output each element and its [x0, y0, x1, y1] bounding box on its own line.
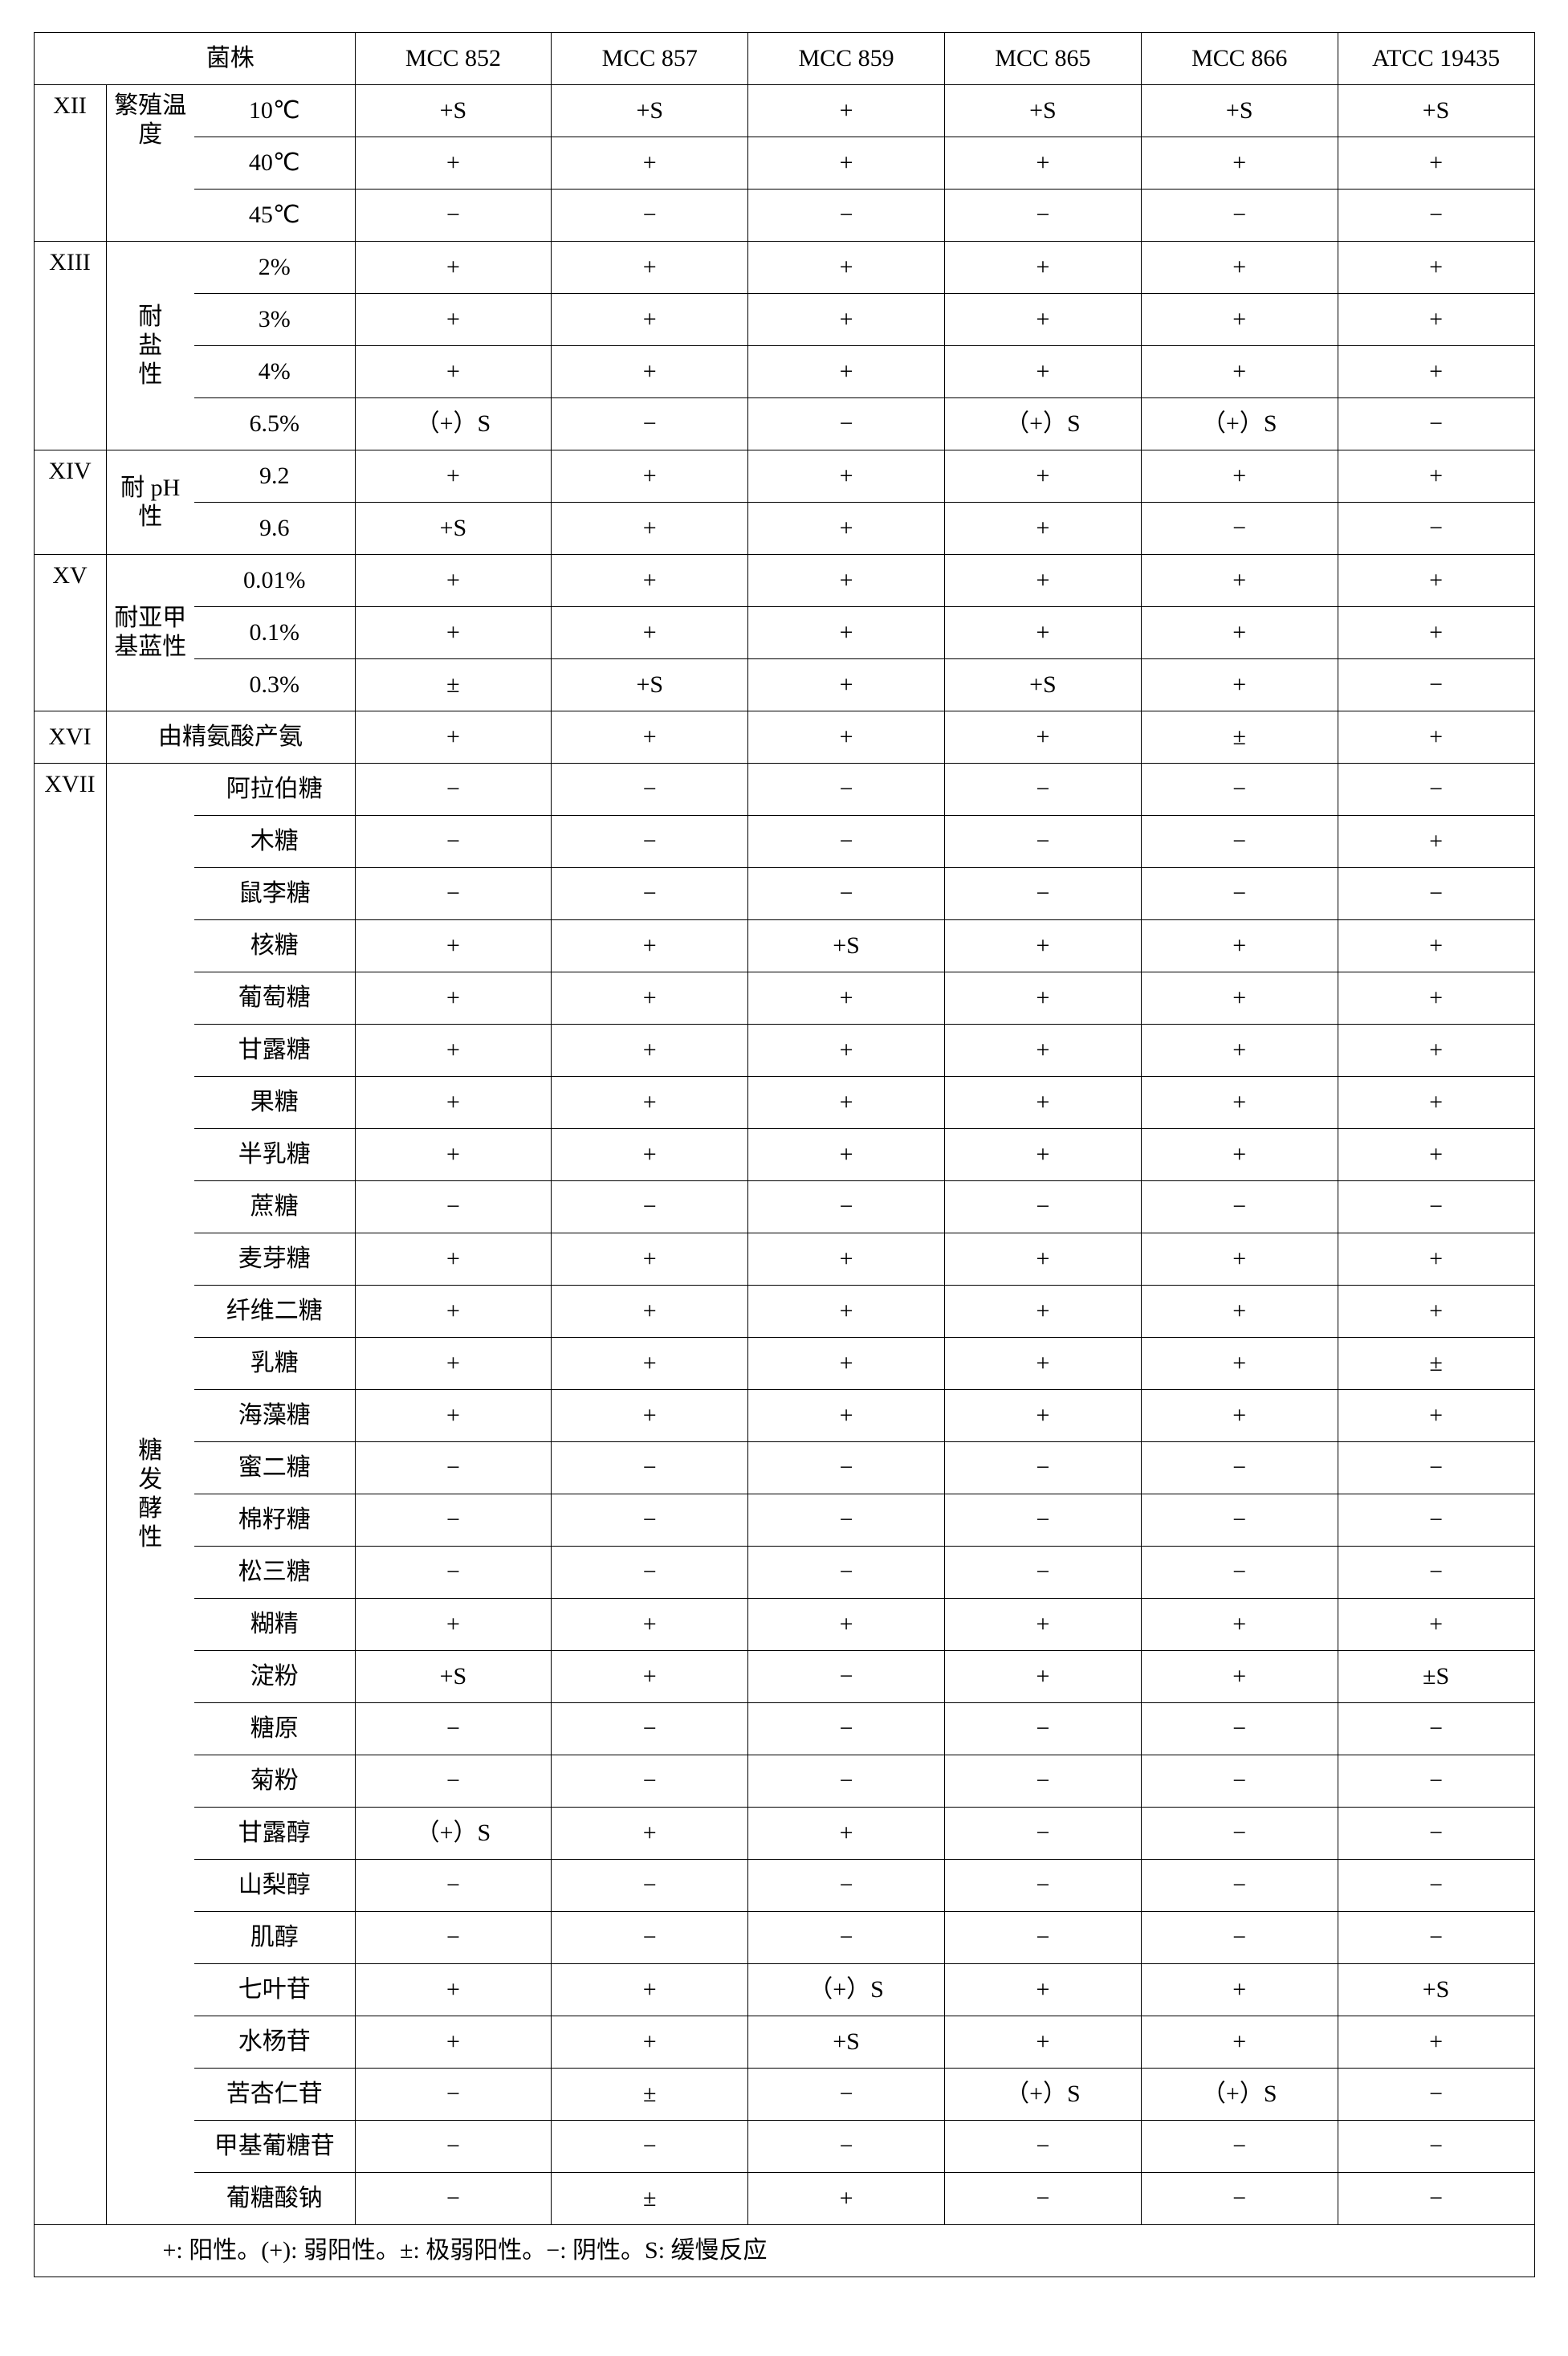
cond-cell: 9.6: [194, 503, 355, 555]
table-row: 果糖++++++: [34, 1077, 1534, 1129]
strain-col-5: ATCC 19435: [1338, 33, 1534, 85]
table-row: 甘露糖++++++: [34, 1025, 1534, 1077]
section-roman: XVII: [34, 764, 106, 2225]
table-row: 0.1% ++++++: [34, 607, 1534, 659]
legend-row: +: 阳性。(+): 弱阳性。±: 极弱阳性。−: 阴性。S: 缓慢反应: [34, 2225, 1534, 2277]
table-row: 糖原−−−−−−: [34, 1703, 1534, 1755]
section-cat: 糖 发 酵 性: [106, 764, 194, 2225]
section-roman: XVI: [34, 711, 106, 764]
table-row: 鼠李糖−−−−−−: [34, 868, 1534, 920]
table-row: 木糖−−−−−+: [34, 816, 1534, 868]
cond-cell: 10℃: [194, 85, 355, 137]
cond-cell: 6.5%: [194, 398, 355, 450]
cond-cell: 0.1%: [194, 607, 355, 659]
table-row: 0.3% ±+S++S+−: [34, 659, 1534, 711]
table-row: 9.6 +S+++−−: [34, 503, 1534, 555]
table-row: XIII 耐 盐 性 2% ++++++: [34, 242, 1534, 294]
section-roman: XIV: [34, 450, 106, 555]
table-row: 松三糖−−−−−−: [34, 1547, 1534, 1599]
section-roman: XII: [34, 85, 106, 242]
table-row: 甘露醇（+）S++−−−: [34, 1808, 1534, 1860]
table-row: 蜜二糖−−−−−−: [34, 1442, 1534, 1494]
cond-cell: 9.2: [194, 450, 355, 503]
cond-cell: 45℃: [194, 190, 355, 242]
table-row: 麦芽糖++++++: [34, 1233, 1534, 1286]
table-row: XVII 糖 发 酵 性 阿拉伯糖 −−−−−−: [34, 764, 1534, 816]
strain-group-header: 菌株: [106, 33, 355, 85]
strain-col-2: MCC 859: [748, 33, 945, 85]
cond-cell: 4%: [194, 346, 355, 398]
table-row: XII 繁殖温度 10℃ +S+S++S+S+S: [34, 85, 1534, 137]
strain-col-0: MCC 852: [355, 33, 552, 85]
table-row: 纤维二糖++++++: [34, 1286, 1534, 1338]
strain-col-3: MCC 865: [944, 33, 1141, 85]
table-row: 山梨醇−−−−−−: [34, 1860, 1534, 1912]
legend-text: +: 阳性。(+): 弱阳性。±: 极弱阳性。−: 阴性。S: 缓慢反应: [34, 2225, 1534, 2277]
section-roman: XIII: [34, 242, 106, 450]
table-row: 4% ++++++: [34, 346, 1534, 398]
table-row: 葡萄糖++++++: [34, 972, 1534, 1025]
table-row: XIV 耐 pH性 9.2 ++++++: [34, 450, 1534, 503]
strain-col-4: MCC 866: [1141, 33, 1338, 85]
strain-col-1: MCC 857: [552, 33, 748, 85]
table-row: 蔗糖−−−−−−: [34, 1181, 1534, 1233]
table-row: 40℃ ++++++: [34, 137, 1534, 190]
table-row: 乳糖+++++±: [34, 1338, 1534, 1390]
table-row: XVI 由精氨酸产氨 ++++±+: [34, 711, 1534, 764]
section-cat: 繁殖温度: [106, 85, 194, 242]
table-row: 核糖+++S+++: [34, 920, 1534, 972]
strain-table: 菌株 MCC 852 MCC 857 MCC 859 MCC 865 MCC 8…: [34, 32, 1535, 2277]
cond-cell: 2%: [194, 242, 355, 294]
cond-cell: 阿拉伯糖: [194, 764, 355, 816]
section-cat: 耐 pH性: [106, 450, 194, 555]
section-cat: 耐 盐 性: [106, 242, 194, 450]
table-row: 棉籽糖−−−−−−: [34, 1494, 1534, 1547]
table-row: 淀粉+S+−++±S: [34, 1651, 1534, 1703]
section-roman: XV: [34, 555, 106, 711]
table-row: 水杨苷+++S+++: [34, 2016, 1534, 2069]
cond-cell: 0.01%: [194, 555, 355, 607]
header-row: 菌株 MCC 852 MCC 857 MCC 859 MCC 865 MCC 8…: [34, 33, 1534, 85]
blank-cell: [34, 33, 106, 85]
section-cat: 由精氨酸产氨: [106, 711, 355, 764]
table-row: 海藻糖++++++: [34, 1390, 1534, 1442]
table-row: 45℃ −−−−−−: [34, 190, 1534, 242]
table-row: 3% ++++++: [34, 294, 1534, 346]
table-row: 半乳糖++++++: [34, 1129, 1534, 1181]
cond-cell: 3%: [194, 294, 355, 346]
table-row: 肌醇−−−−−−: [34, 1912, 1534, 1964]
table-row: 七叶苷++（+）S+++S: [34, 1964, 1534, 2016]
table-row: 葡糖酸钠−±+−−−: [34, 2173, 1534, 2225]
table-row: 6.5% （+）S−−（+）S（+）S−: [34, 398, 1534, 450]
table-row: 菊粉−−−−−−: [34, 1755, 1534, 1808]
section-cat: 耐亚甲基蓝性: [106, 555, 194, 711]
table-row: 糊精++++++: [34, 1599, 1534, 1651]
cond-cell: 40℃: [194, 137, 355, 190]
cond-cell: 0.3%: [194, 659, 355, 711]
table-row: 苦杏仁苷−±−（+）S（+）S−: [34, 2069, 1534, 2121]
table-row: 甲基葡糖苷−−−−−−: [34, 2121, 1534, 2173]
table-row: XV 耐亚甲基蓝性 0.01% ++++++: [34, 555, 1534, 607]
